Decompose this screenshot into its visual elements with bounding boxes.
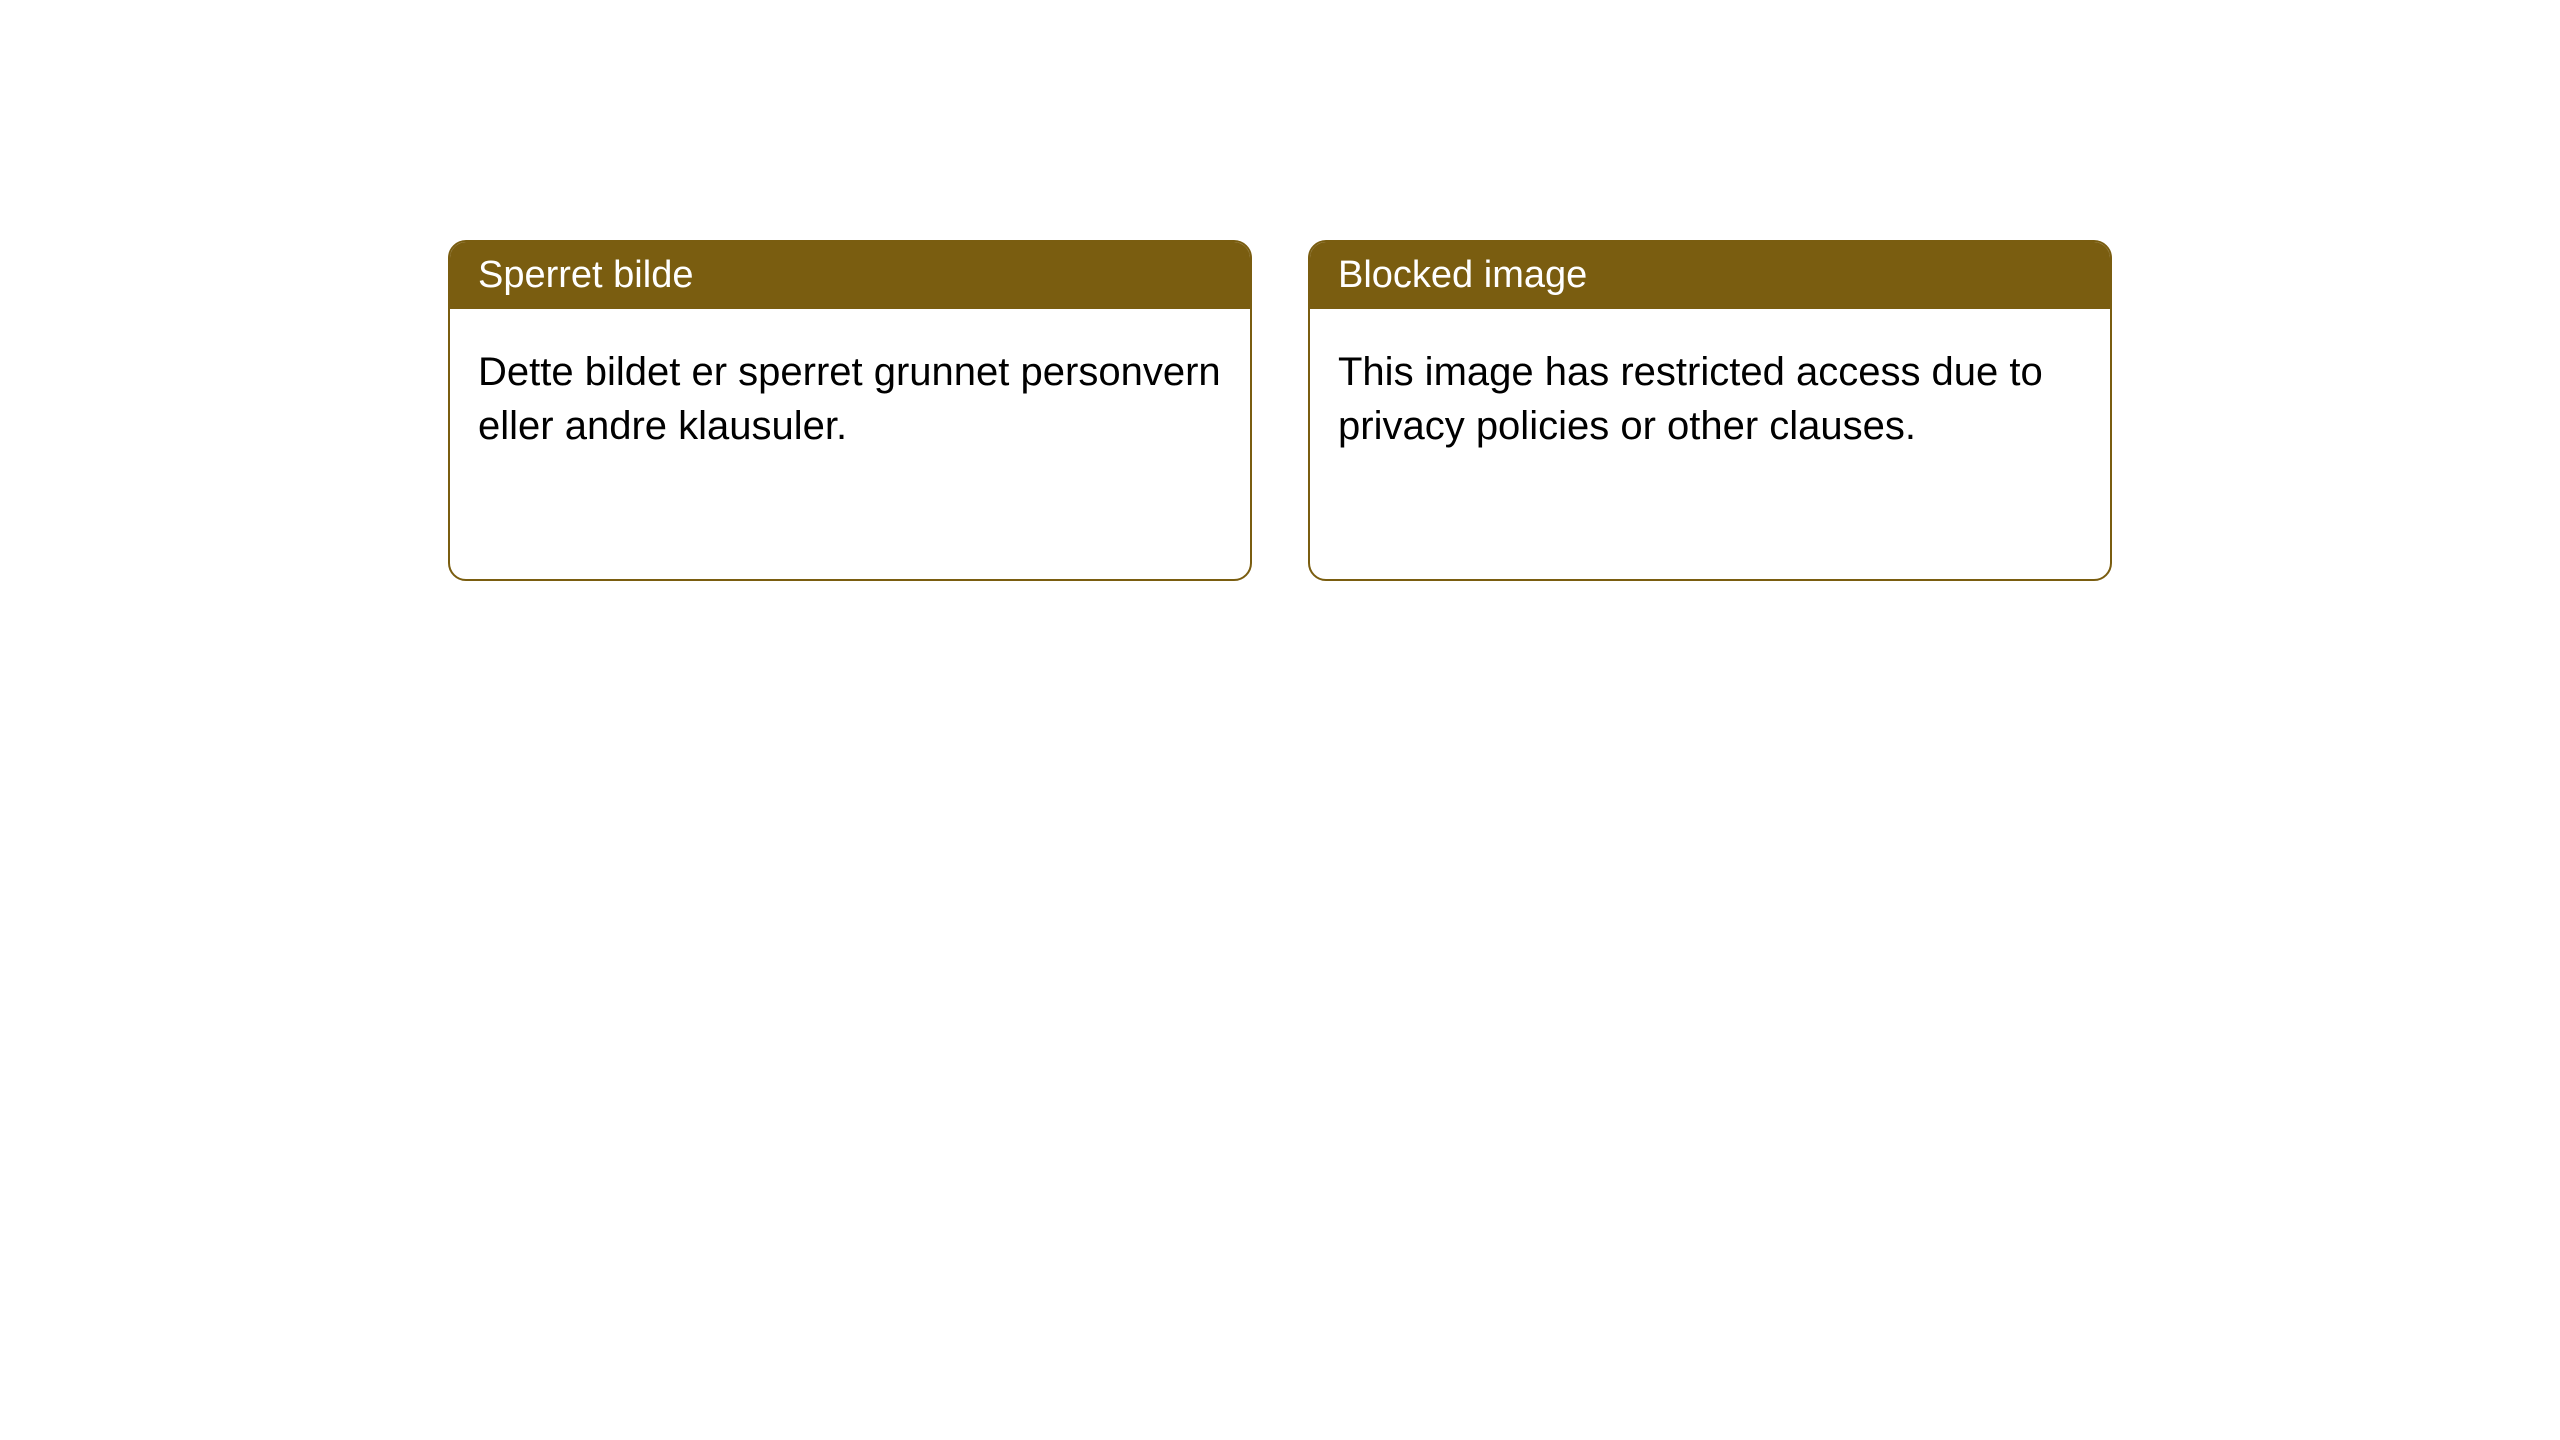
card-body-english: This image has restricted access due to … [1310,309,2110,579]
card-text-norwegian: Dette bildet er sperret grunnet personve… [478,345,1222,453]
card-title-english: Blocked image [1338,254,1587,296]
card-norwegian: Sperret bilde Dette bildet er sperret gr… [448,240,1252,581]
card-title-norwegian: Sperret bilde [478,254,693,296]
card-header-norwegian: Sperret bilde [450,242,1250,309]
card-header-english: Blocked image [1310,242,2110,309]
card-text-english: This image has restricted access due to … [1338,345,2082,453]
blocked-image-cards: Sperret bilde Dette bildet er sperret gr… [448,240,2112,581]
card-english: Blocked image This image has restricted … [1308,240,2112,581]
card-body-norwegian: Dette bildet er sperret grunnet personve… [450,309,1250,579]
